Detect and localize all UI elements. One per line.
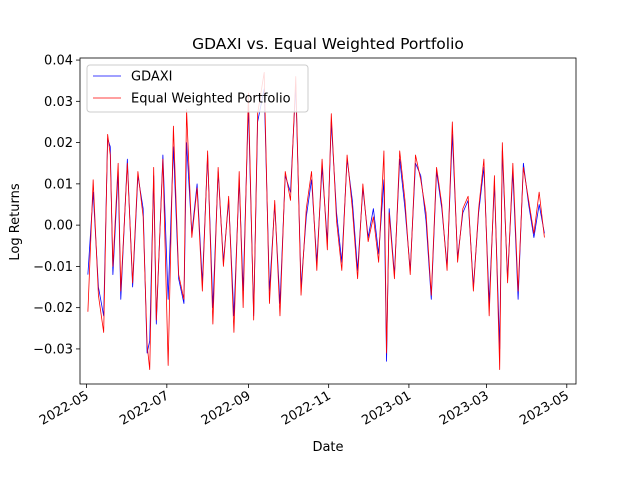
y-axis-label: Log Returns bbox=[8, 183, 23, 260]
chart-title: GDAXI vs. Equal Weighted Portfolio bbox=[192, 35, 464, 53]
y-tick-label: 0.01 bbox=[44, 177, 73, 192]
y-tick-label: −0.02 bbox=[33, 301, 73, 316]
legend-label: Equal Weighted Portfolio bbox=[131, 92, 291, 107]
x-axis-label: Date bbox=[312, 440, 343, 455]
legend: GDAXI Equal Weighted Portfolio bbox=[86, 64, 309, 113]
y-tick-label: −0.01 bbox=[33, 260, 73, 275]
y-tick-label: 0.04 bbox=[44, 54, 73, 69]
y-tick-label: 0.02 bbox=[44, 136, 73, 151]
axes-frame bbox=[79, 57, 577, 385]
series-line-equal-weighted-portfolio bbox=[87, 72, 545, 370]
y-tick-label: 0.00 bbox=[44, 219, 73, 234]
legend-label: GDAXI bbox=[131, 70, 173, 85]
legend-box bbox=[86, 64, 309, 113]
y-tick-label: −0.03 bbox=[33, 342, 73, 357]
y-tick-label: 0.03 bbox=[44, 95, 73, 110]
